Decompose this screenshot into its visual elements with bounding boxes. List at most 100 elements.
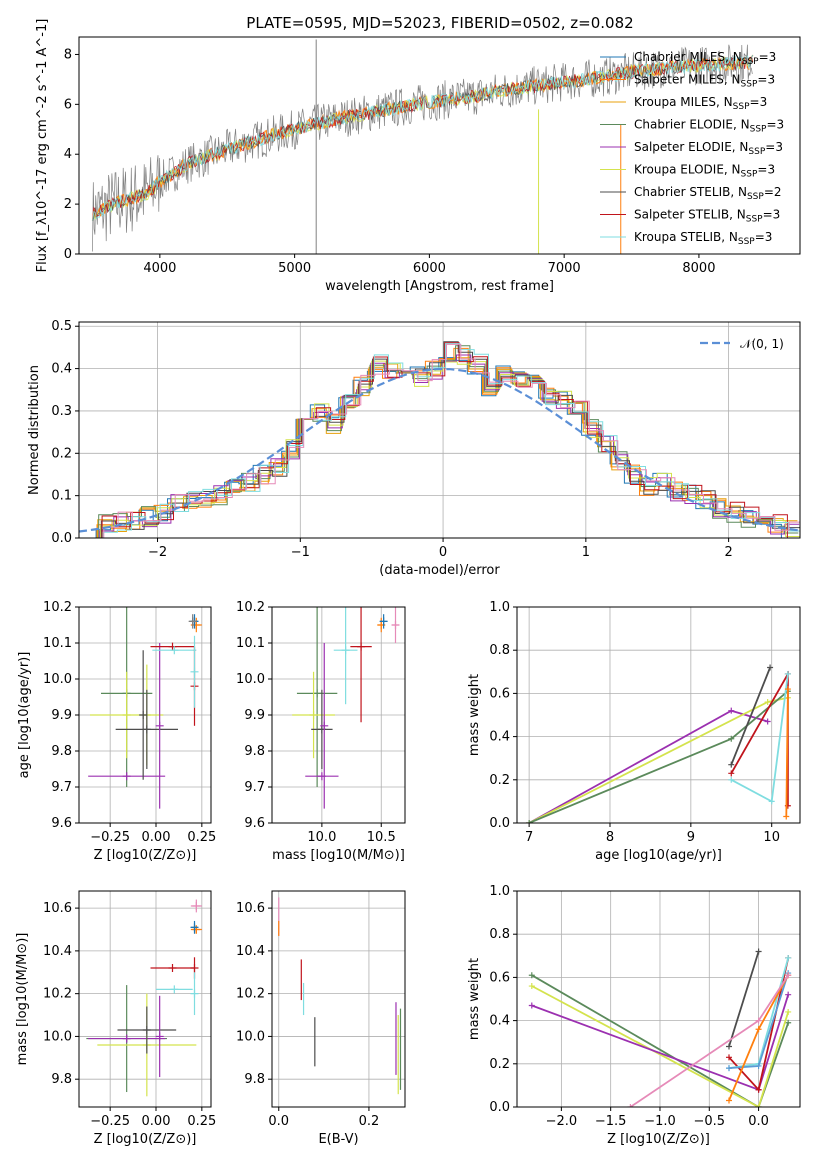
weight-marker [755,1026,762,1033]
legend-sub: SSP [747,192,764,202]
legend-label: Salpeter MILES, NSSP=3 [634,73,775,90]
point-marker [190,963,199,972]
plot-area [292,607,400,809]
model-spectrum-kroupa_stelib [92,54,754,221]
weight-marker [784,670,791,677]
y-tick-label: 0.0 [489,816,510,831]
y-tick-label: 0.4 [51,362,72,377]
point-marker [155,721,164,730]
y-tick-label: 10.4 [43,944,72,959]
weight-marker [728,707,735,714]
histogram-chabrier_miles [81,357,796,538]
histogram-chabrier_stelib [87,341,800,538]
y-tick-label: 0.8 [489,643,510,658]
x-tick-label: −0.5 [693,1114,725,1129]
weight-marker [755,1017,762,1024]
point-marker [309,711,318,719]
y-axis-label: mass [log10(M/M⊙)] [15,933,30,1066]
x-tick-label: 10 [763,830,780,845]
legend-eq: =3 [755,230,773,244]
point-marker [190,923,199,932]
x-tick-label: 5000 [278,261,311,276]
weight-marker [784,686,791,693]
point-marker [192,901,201,910]
point-marker [142,1026,151,1035]
age-z-axes-frame: −0.25 0.00 0.25 9.6 9.7 9.8 9.9 10.0 10.1 10.2 Z [… [17,600,216,863]
weight-marker [785,991,792,998]
y-tick-label: 4 [64,147,72,162]
y-tick-label: 0.3 [51,404,72,419]
y-tick-label: 1.0 [489,600,510,615]
legend-label: Kroupa ELODIE, NSSP=3 [634,163,775,180]
legend-sub: SSP [742,57,759,67]
y-tick-label: 10.4 [236,944,265,959]
legend-sub: SSP [733,102,750,112]
x-tick-label: 9 [687,830,695,845]
age-mass-axes-frame: 10.0 10.5 9.6 9.7 9.8 9.9 10.0 10.1 10.2 mass [lo… [236,600,406,863]
weight-marker [767,664,774,671]
legend-label: Kroupa MILES, NSSP=3 [634,95,767,112]
weight-marker [726,1065,733,1072]
plot-area [88,607,202,809]
weight-line-chabrier_stelib [728,951,760,1047]
y-tick-label: 10.0 [236,1029,265,1044]
histogram-salpeter_elodie [85,354,800,538]
weight-age-axes [517,606,800,824]
legend-eq: =3 [759,50,777,64]
x-tick-label: 1 [582,545,590,560]
x-tick-label: 0.0 [268,1114,289,1129]
axes-frame [271,890,406,1108]
y-tick-label: 0 [64,247,72,262]
y-tick-label: 10.0 [43,672,72,687]
legend-sub: SSP [748,147,765,157]
y-tick-label: 9.6 [244,816,265,831]
axes-frame [78,890,212,1108]
weight-z-axes-frame: −2.0 −1.5 −1.0 −0.5 0.0 0.0 0.2 0.4 0.6 0.8 1.0 Z [… [467,884,801,1147]
legend-label: Kroupa STELIB, NSSP=3 [634,230,772,247]
y-tick-label: 0.6 [489,686,510,701]
gaussian-curve [79,367,800,533]
residual-axes-frame: −2 −1 0 1 2 0.0 0.1 0.2 0.3 0.4 0.5 (data-model)/er… [27,319,801,578]
y-tick-label: 0.5 [51,319,72,334]
mass-z-axes [79,891,211,1107]
plot-area [526,664,791,823]
weight-marker [726,1043,733,1050]
point-marker [188,617,197,626]
y-tick-label: 0.4 [489,1014,510,1029]
x-tick-label: −2 [148,545,167,560]
legend-eq: =3 [763,208,781,222]
y-tick-label: 10.1 [43,636,72,651]
point-marker [155,1032,164,1041]
point-marker [170,646,179,655]
plot-area [79,341,800,538]
legend-eq: =3 [765,140,783,154]
x-tick-label: 0.0 [748,1114,769,1129]
x-tick-label: 0.00 [142,830,171,845]
legend-sub: SSP [741,80,758,90]
weight-marker [768,798,775,805]
weight-marker [728,735,735,742]
legend-eq: =3 [766,118,784,132]
y-tick-label: 6 [64,97,72,112]
y-tick-label: 0.2 [489,1057,510,1072]
histogram-chabrier_elodie [84,345,799,538]
weight-line-kroupa_elodie [531,985,790,1107]
legend-sub: SSP [746,215,763,225]
point-marker [190,667,199,676]
y-tick-label: 1.0 [489,884,510,899]
point-marker [320,721,329,730]
y-tick-label: 10.2 [236,600,265,615]
spectrum-axes-frame: 4000 5000 6000 7000 8000 0 2 4 6 8 wavelength [Ang… [35,19,801,294]
legend-sub: SSP [750,125,767,135]
x-tick-label: 8000 [682,261,715,276]
x-tick-label: −1.0 [644,1114,676,1129]
weight-age-axes-frame: 7 8 9 10 0.0 0.2 0.4 0.6 0.8 1.0 age [log10(age/yr… [467,600,801,863]
x-tick-label: 0.25 [187,830,216,845]
legend-label: Salpeter STELIB, NSSP=3 [634,208,780,225]
histogram-kroupa_stelib [88,343,800,538]
y-axis-label: age [log10(age/yr)] [17,652,32,779]
weight-marker [728,770,735,777]
y-tick-label: 2 [64,197,72,212]
weight-line-chabrier_stelib [730,667,771,766]
weight-line-chabrier_elodie [531,974,790,1107]
